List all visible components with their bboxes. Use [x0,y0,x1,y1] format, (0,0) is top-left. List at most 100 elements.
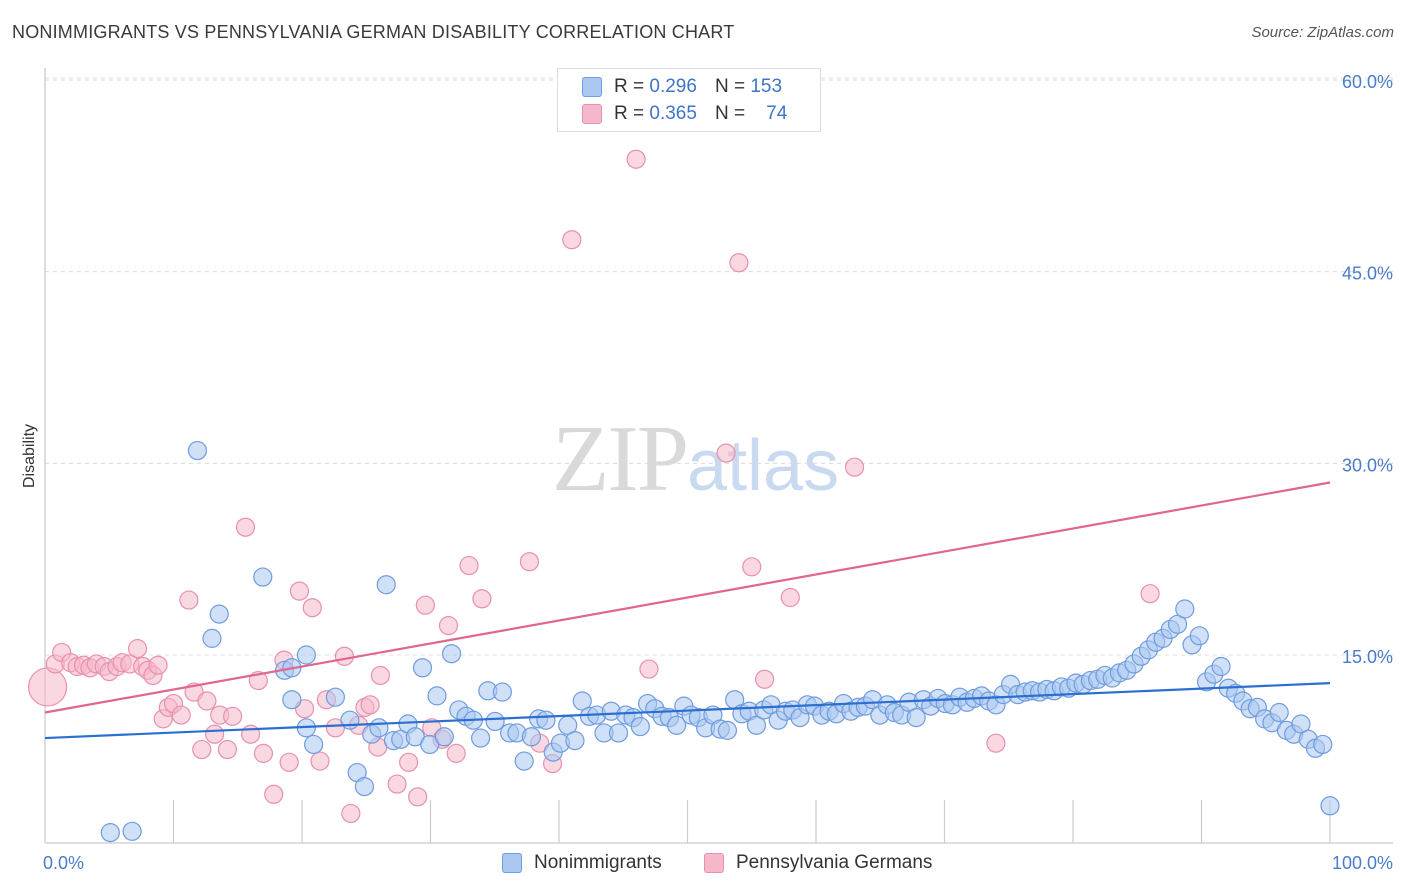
point-nonimmigrants [369,718,389,738]
point-nonimmigrants [492,682,512,702]
point-pennsylvania-germans [334,646,355,666]
axes [44,68,1393,844]
point-nonimmigrants [485,711,505,732]
point-pennsylvania-germans [519,552,540,572]
point-pennsylvania-germans [264,784,284,804]
point-nonimmigrants [521,727,542,747]
y-tick-label: 30.0% [1342,455,1393,475]
point-pennsylvania-germans [399,752,419,772]
point-nonimmigrants [1211,656,1231,677]
point-nonimmigrants [434,727,454,747]
point-pennsylvania-germans [446,743,466,763]
legend-swatch-pink [582,104,602,124]
point-nonimmigrants [906,708,926,728]
point-nonimmigrants [1269,702,1289,723]
point-nonimmigrants [100,823,120,843]
point-nonimmigrants [514,751,534,771]
watermark-zip: ZIP [552,407,689,511]
point-pennsylvania-germans [408,787,428,807]
point-nonimmigrants [1167,614,1188,634]
bottom-legend-label: Pennsylvania Germans [736,852,933,873]
point-nonimmigrants [325,687,345,707]
point-pennsylvania-germans [780,587,800,608]
point-nonimmigrants [470,728,491,748]
point-pennsylvania-germans [279,752,299,772]
chart-title: NONIMMIGRANTS VS PENNSYLVANIA GERMAN DIS… [12,22,735,42]
point-pennsylvania-germans [310,751,330,771]
point-pennsylvania-germans [459,555,479,576]
point-pennsylvania-germans [302,598,322,618]
tick-labels: 15.0% 30.0% 45.0% 60.0% 0.0% 100.0% [43,72,1393,873]
y-tick-label: 45.0% [1342,264,1393,284]
point-pennsylvania-germans [754,669,775,689]
point-pennsylvania-germans [415,595,435,615]
point-nonimmigrants [746,715,767,735]
point-pennsylvania-germans [626,149,646,169]
point-nonimmigrants [282,690,302,710]
point-nonimmigrants [202,628,222,648]
point-pennsylvania-germans [217,739,238,760]
watermark: ZIPatlas [552,405,839,513]
legend-r-value: 0.296 [649,76,697,97]
point-pennsylvania-germans [370,665,390,686]
legend-n-label: N = [714,76,746,97]
point-nonimmigrants [536,710,556,730]
trend-lines [44,481,1331,740]
legend-r-label: R = [614,103,645,124]
legend-swatch-blue [582,77,602,97]
point-pennsylvania-germans [127,639,148,659]
point-nonimmigrants [122,821,142,841]
point-nonimmigrants [1313,734,1333,755]
point-nonimmigrants [1175,599,1195,619]
point-pennsylvania-germans [729,253,749,273]
y-tick-label: 15.0% [1342,647,1393,667]
point-pennsylvania-germans [235,517,256,537]
bottom-legend-label: Nonimmigrants [534,852,662,873]
point-nonimmigrants [304,734,324,755]
point-nonimmigrants [608,723,629,743]
legend-n-value: 153 [750,76,783,97]
point-pennsylvania-germans [171,705,191,725]
point-pennsylvania-germans [639,659,659,679]
point-pennsylvania-germans [844,457,865,477]
point-pennsylvania-germans [986,733,1006,753]
point-nonimmigrants [1189,626,1209,646]
bottom-legend: Nonimmigrants Pennsylvania Germans [0,852,1406,878]
legend: R = 0.296 N = 153 R = 0.365 N = 74 [557,68,821,132]
grid [45,77,1393,656]
legend-n-label: N = [714,103,746,124]
point-pennsylvania-germans [562,230,582,250]
point-pennsylvania-germans [472,589,492,609]
bottom-legend-nonimmigrants: Nonimmigrants [502,852,662,874]
series-nonimmigrants [100,440,1340,843]
point-pennsylvania-germans [438,616,459,636]
point-pennsylvania-germans [205,724,225,744]
bottom-legend-swatch-pink [704,853,724,873]
point-nonimmigrants [667,715,687,735]
point-pennsylvania-germans [148,655,168,675]
legend-r-value: 0.365 [649,103,697,124]
legend-row-nonimmigrants: R = 0.296 N = 153 [582,75,782,99]
source-label: Source: ZipAtlas.com [1251,24,1394,41]
point-pennsylvania-germans [253,743,274,763]
y-tick-label: 60.0% [1342,72,1393,92]
point-nonimmigrants [340,710,360,730]
point-pennsylvania-germans [341,803,361,824]
point-pennsylvania-germans [716,443,736,463]
legend-r-label: R = [614,76,645,97]
point-pennsylvania-germans [1140,584,1160,604]
point-pennsylvania-germans [179,590,199,610]
point-nonimmigrants [412,658,433,678]
x-tick-label-end: 100.0% [1332,853,1393,873]
point-pennsylvania-germans [387,774,407,794]
point-nonimmigrants [354,777,375,797]
point-nonimmigrants [717,720,738,740]
point-nonimmigrants [565,731,585,751]
trend-line-nonimmigrants [44,682,1331,740]
point-pennsylvania-germans [27,667,68,707]
point-nonimmigrants [1320,796,1340,816]
point-pennsylvania-germans [742,557,762,577]
legend-row-pennsylvania-germans: R = 0.365 N = 74 [582,102,787,126]
point-nonimmigrants [1291,714,1311,734]
point-pennsylvania-germans [289,581,310,601]
